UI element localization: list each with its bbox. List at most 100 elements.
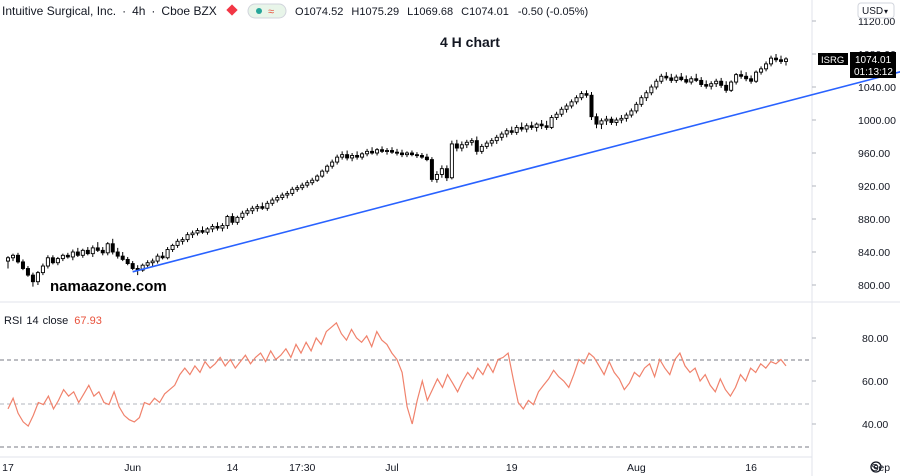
candle-body bbox=[235, 216, 240, 223]
candle-body bbox=[185, 234, 190, 241]
time-tick-label: 19 bbox=[506, 462, 518, 474]
candle-body bbox=[749, 78, 754, 82]
candle bbox=[439, 165, 444, 178]
candle-body bbox=[489, 140, 494, 144]
candle bbox=[639, 95, 644, 107]
candle bbox=[140, 263, 145, 272]
candle-body bbox=[764, 63, 769, 70]
candle-body bbox=[709, 83, 714, 87]
candle-body bbox=[539, 123, 544, 127]
candle bbox=[15, 252, 20, 264]
rsi-axis: 80.00 60.00 40.00 bbox=[812, 333, 888, 431]
candle bbox=[185, 232, 190, 243]
candle-body bbox=[100, 249, 105, 254]
candle bbox=[549, 115, 554, 130]
candle-body bbox=[409, 152, 414, 156]
candle bbox=[45, 255, 50, 269]
candle bbox=[250, 205, 255, 215]
candle-body bbox=[619, 117, 624, 121]
price-tick-label: 920.00 bbox=[858, 181, 890, 193]
candle-body bbox=[429, 159, 434, 180]
candle bbox=[230, 213, 235, 225]
candle bbox=[235, 215, 240, 225]
status-dots-icon[interactable]: ≈ bbox=[247, 3, 287, 19]
candle-body bbox=[569, 101, 574, 107]
candle bbox=[629, 108, 634, 118]
candle bbox=[709, 81, 714, 90]
candle bbox=[170, 243, 175, 252]
rsi-legend[interactable]: RSI 14 close 67.93 bbox=[4, 315, 102, 327]
candle bbox=[744, 72, 749, 82]
candle bbox=[599, 118, 604, 130]
candle bbox=[569, 99, 574, 109]
candle-body bbox=[200, 230, 205, 233]
candle-body bbox=[10, 254, 15, 259]
price-tick-label: 960.00 bbox=[858, 148, 890, 160]
candle bbox=[320, 169, 325, 178]
candle bbox=[275, 195, 280, 203]
candle-body bbox=[604, 118, 609, 122]
candle bbox=[419, 153, 424, 159]
candle bbox=[424, 153, 429, 162]
candle bbox=[779, 55, 784, 64]
candle-body bbox=[739, 74, 744, 77]
time-tick-label: Aug bbox=[627, 462, 646, 474]
candle bbox=[365, 148, 370, 157]
candle bbox=[559, 106, 564, 117]
candle-body bbox=[549, 117, 554, 128]
candle-body bbox=[564, 105, 569, 110]
price-tick-label: 880.00 bbox=[858, 214, 890, 226]
candle bbox=[404, 151, 409, 158]
candle-body bbox=[454, 143, 459, 149]
candle-body bbox=[624, 114, 629, 119]
candle bbox=[624, 112, 629, 122]
candle-body bbox=[484, 142, 489, 147]
candle-body bbox=[310, 179, 315, 184]
symbol-title[interactable]: Intuitive Surgical, Inc. · 4h · Cboe BZX bbox=[2, 4, 217, 18]
trendline[interactable] bbox=[132, 64, 900, 273]
candle bbox=[674, 74, 679, 83]
candle bbox=[714, 78, 719, 87]
candle bbox=[6, 256, 10, 269]
candle-body bbox=[95, 247, 100, 251]
candle-body bbox=[20, 261, 25, 269]
rsi-tick-label: 80.00 bbox=[862, 333, 888, 345]
candle-body bbox=[579, 93, 584, 99]
candle-body bbox=[220, 225, 225, 229]
candle-body bbox=[365, 150, 370, 155]
candle bbox=[225, 214, 230, 229]
candle bbox=[659, 73, 664, 84]
candle-body bbox=[524, 125, 529, 130]
candle bbox=[434, 171, 439, 183]
candle bbox=[764, 61, 769, 72]
candle-body bbox=[559, 108, 564, 115]
candle bbox=[30, 272, 35, 287]
candle bbox=[784, 57, 788, 66]
candle-body bbox=[60, 254, 65, 260]
candle bbox=[644, 90, 649, 102]
candle-body bbox=[190, 232, 195, 236]
candle-body bbox=[499, 133, 504, 138]
candle bbox=[255, 204, 260, 212]
candle-body bbox=[609, 118, 614, 123]
candle bbox=[589, 91, 594, 120]
candle-body bbox=[170, 244, 175, 250]
candle bbox=[729, 80, 734, 92]
candle bbox=[654, 78, 659, 90]
candle bbox=[769, 55, 774, 67]
candle-body bbox=[355, 155, 360, 158]
candle-body bbox=[529, 125, 534, 128]
currency-button[interactable]: USD ▾ bbox=[857, 2, 895, 19]
candle bbox=[704, 80, 709, 89]
price-tick-label: 1000.00 bbox=[858, 115, 896, 127]
candle-body bbox=[130, 263, 135, 269]
candle-body bbox=[360, 153, 365, 158]
candle bbox=[679, 72, 684, 82]
gear-icon[interactable] bbox=[870, 461, 882, 473]
candle bbox=[75, 247, 80, 257]
candle-body bbox=[380, 149, 385, 152]
candle bbox=[519, 122, 524, 132]
alert-diamond-icon[interactable] bbox=[226, 4, 238, 16]
candle-body bbox=[295, 187, 300, 190]
candle bbox=[285, 190, 290, 199]
